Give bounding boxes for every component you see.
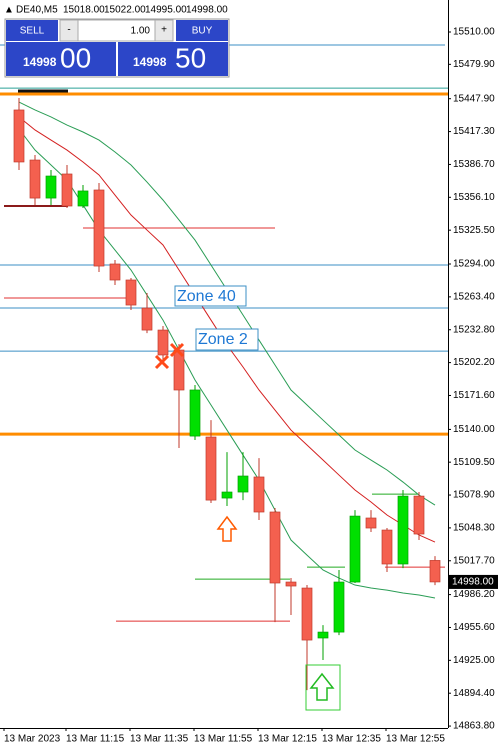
arrow-box — [305, 664, 341, 711]
candle-body — [93, 189, 105, 267]
candle-body — [125, 279, 137, 306]
zone-box — [174, 285, 247, 307]
candle-body — [381, 529, 393, 565]
candle-body — [317, 631, 329, 639]
y-tick-label: 15078.90 — [453, 490, 495, 501]
candle-body — [45, 175, 57, 199]
y-tick-label: 15325.50 — [453, 225, 495, 236]
x-tick-label: 13 Mar 12:35 — [322, 734, 381, 745]
x-tick-label: 13 Mar 12:55 — [386, 734, 445, 745]
candle-body — [77, 190, 89, 207]
candle-body — [221, 491, 233, 499]
candle-body — [253, 476, 265, 513]
ohlc-high: 15022.00 — [104, 5, 146, 16]
y-tick-label: 15447.90 — [453, 93, 495, 104]
y-tick-label: 15263.40 — [453, 292, 495, 303]
candle-body — [429, 560, 441, 583]
candle-body — [349, 515, 361, 583]
x-tick-label: 13 Mar 2023 — [4, 734, 61, 745]
candle-body — [189, 389, 201, 437]
plus-label[interactable]: + — [161, 25, 167, 36]
cross-marker — [154, 354, 170, 370]
symbol-marker: ▲ — [4, 5, 14, 16]
bid-box[interactable] — [6, 42, 116, 76]
y-tick-label: 15140.00 — [453, 424, 495, 435]
candle-body — [269, 511, 281, 584]
ask-pips[interactable]: 50 — [175, 42, 206, 73]
candle-body — [141, 307, 153, 331]
y-tick-label: 14894.40 — [453, 688, 495, 699]
candle-body — [397, 495, 409, 565]
candle-body — [157, 329, 169, 356]
candle-body — [285, 581, 297, 587]
zone-box — [195, 328, 259, 351]
x-tick-label: 13 Mar 11:55 — [194, 734, 253, 745]
candle-body — [29, 159, 41, 199]
y-tick-label: 14863.80 — [453, 721, 495, 732]
chart-title: DE40,M5 — [16, 5, 58, 16]
plus-button[interactable] — [154, 19, 174, 42]
ohlc-open: 15018.00 — [63, 5, 105, 16]
candle-body — [301, 587, 313, 641]
ohlc-close: 14998.00 — [186, 5, 228, 16]
buy-button[interactable] — [176, 20, 228, 41]
candle-body — [109, 263, 121, 281]
y-tick-label: 15232.80 — [453, 324, 495, 335]
moving-average — [18, 128, 436, 599]
candle-body — [413, 495, 425, 535]
y-tick-label: 15386.70 — [453, 159, 495, 170]
current-price-box — [448, 574, 498, 589]
up-arrow — [216, 515, 238, 542]
candle-body — [13, 109, 25, 163]
y-tick-label: 15356.10 — [453, 192, 495, 203]
zone-label: Zone 40 — [177, 288, 236, 305]
candle-body — [205, 436, 217, 501]
ask-box[interactable] — [118, 42, 228, 76]
current-price-label: 14998.00 — [452, 577, 494, 588]
zone-label: Zone 2 — [198, 331, 248, 348]
ask-price[interactable]: 14998 — [133, 55, 167, 69]
y-tick-label: 14986.20 — [453, 589, 495, 600]
y-tick-label: 15479.90 — [453, 59, 495, 70]
y-tick-label: 15109.50 — [453, 457, 495, 468]
buy-label[interactable]: BUY — [192, 26, 213, 37]
candle-body — [61, 173, 73, 207]
y-tick-label: 15048.30 — [453, 523, 495, 534]
y-tick-label: 15294.00 — [453, 259, 495, 270]
y-tick-label: 15171.60 — [453, 390, 495, 401]
y-tick-label: 15417.30 — [453, 126, 495, 137]
x-tick-label: 13 Mar 11:15 — [66, 734, 125, 745]
candle-body — [333, 581, 345, 633]
candle-body — [237, 475, 249, 493]
x-tick-label: 13 Mar 12:15 — [258, 734, 317, 745]
minus-label[interactable]: - — [67, 25, 70, 36]
lot-value[interactable]: 1.00 — [131, 26, 151, 37]
y-tick-label: 15017.70 — [453, 555, 495, 566]
y-tick-label: 14925.00 — [453, 655, 495, 666]
sell-button[interactable] — [6, 20, 58, 41]
cross-marker — [169, 342, 185, 358]
y-tick-label: 15202.20 — [453, 357, 495, 368]
up-arrow — [309, 672, 335, 701]
x-tick-label: 13 Mar 11:35 — [130, 734, 189, 745]
bid-price[interactable]: 14998 — [23, 55, 57, 69]
bid-pips[interactable]: 00 — [60, 42, 91, 73]
candle-body — [365, 517, 377, 529]
y-tick-label: 15510.00 — [453, 27, 495, 38]
y-tick-label: 14955.60 — [453, 622, 495, 633]
sell-label[interactable]: SELL — [20, 26, 45, 37]
ohlc-low: 14995.00 — [145, 5, 187, 16]
